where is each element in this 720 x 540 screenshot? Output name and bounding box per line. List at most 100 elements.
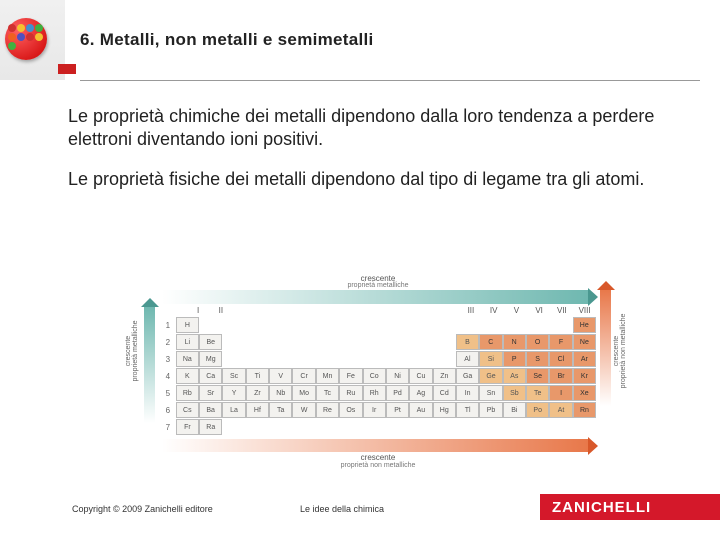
element-cell bbox=[222, 317, 245, 333]
element-cell: Cl bbox=[549, 351, 572, 367]
period-number: 7 bbox=[162, 419, 174, 436]
element-cell: Ga bbox=[456, 368, 479, 384]
element-cell: Xe bbox=[573, 385, 596, 401]
element-cell bbox=[526, 419, 549, 435]
element-cell bbox=[386, 419, 409, 435]
element-cell bbox=[386, 351, 409, 367]
red-tab bbox=[58, 64, 76, 74]
element-cell bbox=[269, 317, 292, 333]
element-cell bbox=[362, 334, 385, 350]
element-cell bbox=[339, 334, 362, 350]
element-cell bbox=[433, 317, 456, 333]
element-cell bbox=[573, 419, 596, 435]
periodic-table: IIIIIIIVVVIVIIVIII 1HHe2LiBeBCNOFNe3NaMg… bbox=[162, 306, 596, 437]
brand-name: ZANICHELLI bbox=[552, 499, 651, 516]
element-cell: P bbox=[503, 351, 526, 367]
element-cell: Rh bbox=[363, 385, 386, 401]
element-cell bbox=[549, 317, 572, 333]
element-cell: Be bbox=[199, 334, 222, 350]
element-cell: H bbox=[176, 317, 199, 333]
bottom-arrow bbox=[162, 439, 588, 452]
element-cell bbox=[526, 317, 549, 333]
element-cell: Ar bbox=[573, 351, 596, 367]
element-cell bbox=[316, 351, 339, 367]
element-cell: Ni bbox=[386, 368, 409, 384]
element-cell: Br bbox=[549, 368, 572, 384]
element-cell: Ca bbox=[199, 368, 222, 384]
element-cell bbox=[292, 334, 315, 350]
group-label bbox=[391, 306, 414, 317]
element-cell: He bbox=[573, 317, 596, 333]
element-cell: Pb bbox=[479, 402, 502, 418]
element-cell bbox=[409, 419, 432, 435]
element-cell: Hg bbox=[433, 402, 456, 418]
copyright-text: Copyright © 2009 Zanichelli editore bbox=[72, 504, 213, 514]
element-cell: K bbox=[176, 368, 199, 384]
element-cell bbox=[409, 317, 432, 333]
group-label bbox=[437, 306, 460, 317]
element-cell: As bbox=[503, 368, 526, 384]
group-label bbox=[255, 306, 278, 317]
period-number: 6 bbox=[162, 402, 174, 419]
group-label bbox=[323, 306, 346, 317]
element-cell: Po bbox=[526, 402, 549, 418]
element-cell bbox=[222, 334, 245, 350]
element-cell bbox=[222, 419, 245, 435]
element-cell: Kr bbox=[573, 368, 596, 384]
element-cell: La bbox=[222, 402, 245, 418]
element-cell: In bbox=[456, 385, 479, 401]
element-cell: Hf bbox=[246, 402, 269, 418]
element-cell: N bbox=[503, 334, 526, 350]
element-cell: B bbox=[456, 334, 479, 350]
element-cell: Ir bbox=[363, 402, 386, 418]
element-cell: Pd bbox=[386, 385, 409, 401]
element-cell bbox=[362, 351, 385, 367]
element-cell: Cs bbox=[176, 402, 199, 418]
element-cell: Si bbox=[479, 351, 502, 367]
element-cell bbox=[479, 317, 502, 333]
element-cell: Fe bbox=[339, 368, 362, 384]
element-cell bbox=[339, 419, 362, 435]
element-cell bbox=[246, 317, 269, 333]
element-cell: S bbox=[526, 351, 549, 367]
element-cell bbox=[246, 419, 269, 435]
element-cell: Nb bbox=[269, 385, 292, 401]
element-cell: Li bbox=[176, 334, 199, 350]
element-cell bbox=[503, 419, 526, 435]
element-cell bbox=[222, 351, 245, 367]
element-cell: Al bbox=[456, 351, 479, 367]
element-cell: F bbox=[549, 334, 572, 350]
element-cell: Fr bbox=[176, 419, 199, 435]
element-cell bbox=[433, 419, 456, 435]
element-cell: Sb bbox=[503, 385, 526, 401]
right-arrow-wrap: crescenteproprietà non metalliche bbox=[598, 290, 620, 440]
brand-bar: ZANICHELLI bbox=[540, 494, 720, 520]
element-cell: Os bbox=[339, 402, 362, 418]
element-cell: Mn bbox=[316, 368, 339, 384]
group-label: VIII bbox=[573, 306, 596, 317]
top-arrow bbox=[162, 290, 588, 304]
element-cell bbox=[269, 419, 292, 435]
book-logo-strip bbox=[0, 0, 65, 80]
element-cell: Mg bbox=[199, 351, 222, 367]
element-cell: Rn bbox=[573, 402, 596, 418]
periodic-trend-chart: crescenteproprietà metalliche crescentep… bbox=[138, 272, 618, 467]
period-number: 2 bbox=[162, 334, 174, 351]
footer-center-text: Le idee della chimica bbox=[300, 504, 384, 514]
group-label bbox=[414, 306, 437, 317]
gumball-dots bbox=[8, 24, 44, 50]
element-cell bbox=[293, 419, 316, 435]
period-number: 1 bbox=[162, 317, 174, 334]
element-cell: Tc bbox=[316, 385, 339, 401]
left-arrow-label: crescenteproprietà metalliche bbox=[125, 301, 139, 401]
element-cell: Re bbox=[316, 402, 339, 418]
paragraph-2: Le proprietà fisiche dei metalli dipendo… bbox=[68, 168, 680, 191]
element-cell bbox=[549, 419, 572, 435]
group-row: IIIIIIIVVVIVIIVIII bbox=[162, 306, 596, 317]
element-cell: I bbox=[549, 385, 572, 401]
group-label: III bbox=[460, 306, 483, 317]
element-cell: Te bbox=[526, 385, 549, 401]
element-cell bbox=[456, 317, 479, 333]
element-cell: Ne bbox=[573, 334, 596, 350]
element-cell: Tl bbox=[456, 402, 479, 418]
